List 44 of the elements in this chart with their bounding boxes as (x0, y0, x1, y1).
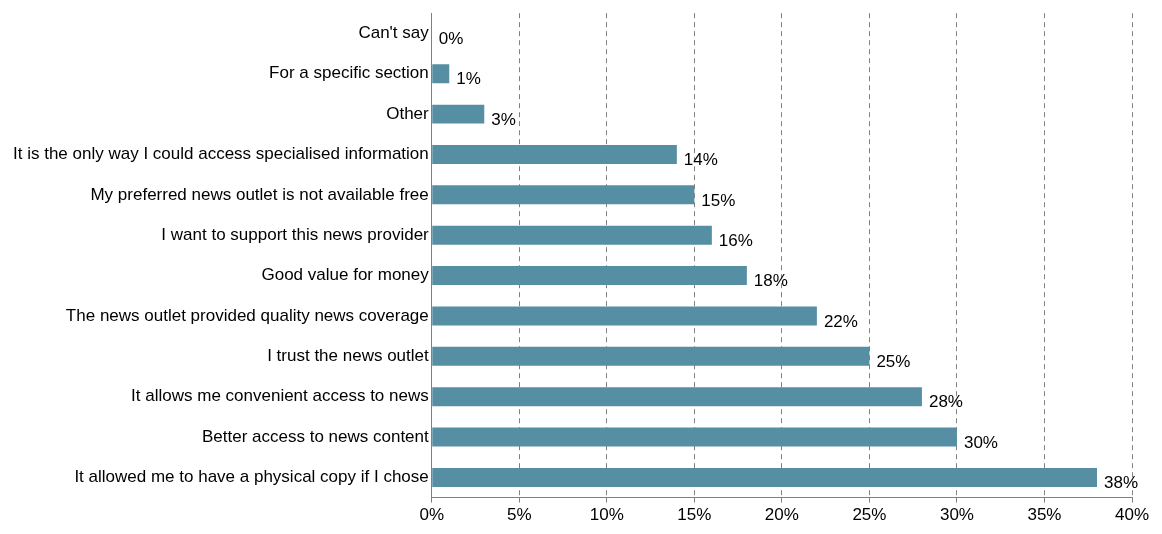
x-tick-label: 0% (419, 505, 445, 525)
data-label: 28% (928, 392, 963, 412)
data-label: 18% (753, 271, 788, 291)
data-label: 38% (1103, 473, 1139, 493)
y-tick-label: Better access to news content (201, 426, 430, 446)
data-label: 1% (456, 69, 481, 89)
y-tick-label: I trust the news outlet (267, 346, 430, 365)
data-label: 14% (683, 150, 718, 170)
x-tick-label: 35% (1027, 505, 1062, 525)
bar (432, 306, 817, 326)
data-label: 30% (963, 432, 998, 452)
data-label: 15% (701, 190, 736, 210)
bar (432, 387, 922, 407)
bar (432, 104, 485, 124)
x-tick-label: 40% (1114, 505, 1150, 525)
data-label: 25% (876, 352, 911, 371)
x-tick-label: 25% (852, 505, 887, 525)
y-tick-label: The news outlet provided quality news coverage (65, 305, 429, 325)
x-tick-label: 5% (506, 505, 532, 525)
data-label: 0% (438, 29, 464, 49)
bar (432, 467, 1097, 487)
x-tick-label: 15% (677, 505, 712, 525)
y-tick-label: I want to support this news provider (161, 224, 430, 244)
bar (432, 64, 450, 84)
y-tick-label: It allowed me to have a physical copy if I chose (74, 467, 429, 487)
x-tick-label: 10% (589, 505, 624, 525)
data-label: 22% (823, 311, 858, 331)
y-tick-label: It allows me convenient access to news (131, 386, 429, 406)
bar (432, 145, 677, 164)
bar (432, 346, 870, 366)
y-tick-label: Can't say (358, 23, 430, 43)
bar (432, 427, 957, 447)
bar (432, 225, 712, 245)
data-label: 3% (491, 109, 516, 129)
y-tick-label: It is the only way I could access specialised information (12, 144, 429, 164)
y-tick-label: My preferred news outlet is not available free (90, 184, 429, 204)
y-tick-label: For a specific section (269, 63, 429, 83)
y-tick-label: Other (386, 103, 430, 123)
x-tick-label: 30% (939, 505, 974, 525)
x-tick-label: 20% (764, 505, 799, 525)
y-tick-label: Good value for money (261, 265, 430, 285)
bar (432, 185, 695, 205)
data-label: 16% (718, 230, 753, 250)
bar (432, 266, 747, 286)
